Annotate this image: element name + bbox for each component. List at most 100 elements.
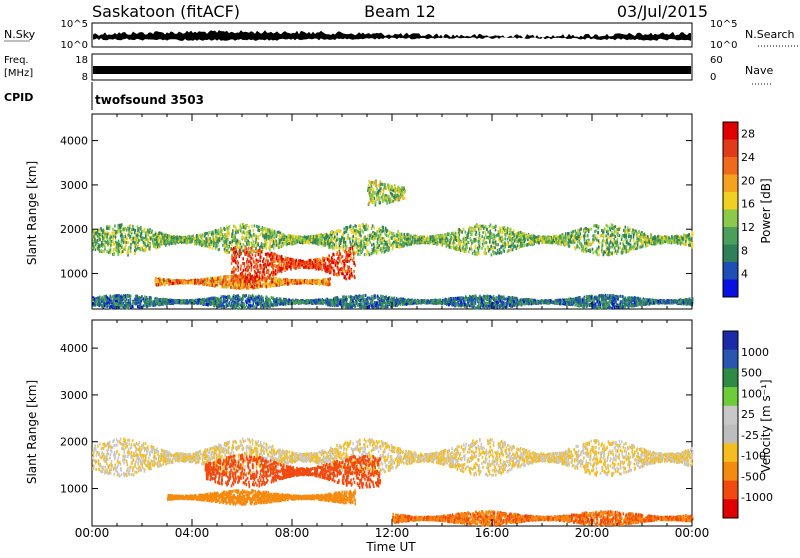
echo-cell bbox=[125, 235, 127, 238]
cpid-value: twofsound 3503 bbox=[95, 93, 204, 107]
echo-cell bbox=[161, 282, 163, 285]
echo-cell bbox=[174, 282, 176, 285]
echo-cell bbox=[579, 247, 581, 250]
echo-cell bbox=[223, 279, 225, 282]
echo-cell bbox=[287, 236, 289, 239]
echo-cell bbox=[627, 249, 629, 252]
echo-cell bbox=[611, 251, 613, 254]
echo-cell bbox=[183, 236, 185, 239]
echo-cell bbox=[169, 235, 171, 238]
echo-cell bbox=[635, 241, 637, 244]
echo-cell bbox=[307, 240, 309, 243]
echo-cell bbox=[545, 241, 547, 244]
echo-cell bbox=[634, 243, 636, 246]
echo-cell bbox=[273, 283, 275, 286]
echo-cell bbox=[493, 233, 495, 236]
echo-cell bbox=[99, 233, 101, 236]
echo-cell bbox=[458, 228, 460, 231]
echo-cell bbox=[463, 238, 465, 241]
echo-cell bbox=[164, 234, 166, 237]
echo-cell bbox=[607, 232, 609, 235]
echo-cell bbox=[463, 228, 465, 231]
echo-cell bbox=[318, 241, 320, 244]
echo-cell bbox=[121, 230, 123, 233]
echo-cell bbox=[113, 243, 115, 246]
echo-cell bbox=[176, 240, 178, 243]
echo-cell bbox=[406, 238, 408, 241]
echo-cell bbox=[576, 237, 578, 240]
echo-cell bbox=[605, 244, 607, 247]
echo-cell bbox=[349, 260, 351, 263]
echo-cell bbox=[602, 234, 604, 237]
echo-cell bbox=[519, 246, 521, 249]
echo-cells bbox=[92, 180, 694, 310]
echo-cell bbox=[607, 241, 609, 244]
echo-cell bbox=[298, 235, 300, 238]
echo-cell bbox=[270, 240, 272, 243]
echo-cell bbox=[235, 286, 237, 289]
echo-cell bbox=[248, 260, 250, 263]
echo-cell bbox=[470, 233, 472, 236]
echo-cell bbox=[614, 238, 616, 241]
echo-cell bbox=[216, 277, 218, 280]
echo-cell bbox=[104, 233, 106, 236]
echo-cell bbox=[604, 240, 606, 243]
echo-cell bbox=[614, 247, 616, 250]
echo-cell bbox=[252, 237, 254, 240]
echo-cell bbox=[628, 242, 630, 245]
echo-cell bbox=[495, 225, 497, 228]
echo-cell bbox=[358, 228, 360, 231]
echo-cell bbox=[155, 243, 157, 246]
echo-cell bbox=[209, 283, 211, 286]
echo-cell bbox=[489, 248, 491, 251]
echo-cell bbox=[130, 250, 132, 253]
echo-cell bbox=[482, 231, 484, 234]
echo-cell bbox=[373, 247, 375, 250]
echo-cell bbox=[315, 235, 317, 238]
echo-cell bbox=[409, 235, 411, 238]
echo-cell bbox=[578, 235, 580, 238]
echo-cell bbox=[584, 239, 586, 242]
echo-cell bbox=[562, 235, 564, 238]
echo-cell bbox=[371, 252, 373, 255]
echo-cell bbox=[104, 242, 106, 245]
echo-cell bbox=[325, 244, 327, 247]
echo-cell bbox=[627, 231, 629, 234]
echo-cell bbox=[361, 250, 363, 253]
echo-cell bbox=[341, 236, 343, 239]
echo-cell bbox=[395, 240, 397, 243]
echo-cell bbox=[216, 281, 218, 284]
echo-cell bbox=[668, 236, 670, 239]
echo-cell bbox=[338, 255, 340, 258]
echo-cell bbox=[468, 250, 470, 253]
echo-cell bbox=[402, 238, 404, 241]
echo-cell bbox=[411, 240, 413, 243]
echo-cell bbox=[479, 232, 481, 235]
echo-cell bbox=[208, 231, 210, 234]
echo-cell bbox=[259, 246, 261, 249]
echo-cell bbox=[265, 279, 267, 282]
echo-cell bbox=[438, 235, 440, 238]
echo-cell bbox=[208, 234, 210, 237]
echo-cell bbox=[409, 240, 411, 243]
echo-cell bbox=[349, 237, 351, 240]
echo-cell bbox=[504, 241, 506, 244]
echo-cell bbox=[154, 243, 156, 246]
echo-cell bbox=[199, 281, 201, 284]
echo-cell bbox=[596, 236, 598, 239]
echo-cell bbox=[212, 279, 214, 282]
echo-cell bbox=[104, 246, 106, 249]
echo-cell bbox=[624, 229, 626, 232]
echo-cell bbox=[394, 237, 396, 240]
echo-cell bbox=[416, 242, 418, 245]
echo-cell bbox=[597, 231, 599, 234]
echo-cell bbox=[209, 246, 211, 249]
echo-cell bbox=[621, 252, 623, 255]
echo-cell bbox=[500, 246, 502, 249]
echo-cell bbox=[382, 230, 384, 233]
echo-cell bbox=[367, 225, 369, 228]
echo-cell bbox=[166, 279, 168, 282]
echo-cell bbox=[223, 227, 225, 230]
echo-cell bbox=[319, 238, 321, 241]
echo-cell bbox=[258, 253, 260, 256]
